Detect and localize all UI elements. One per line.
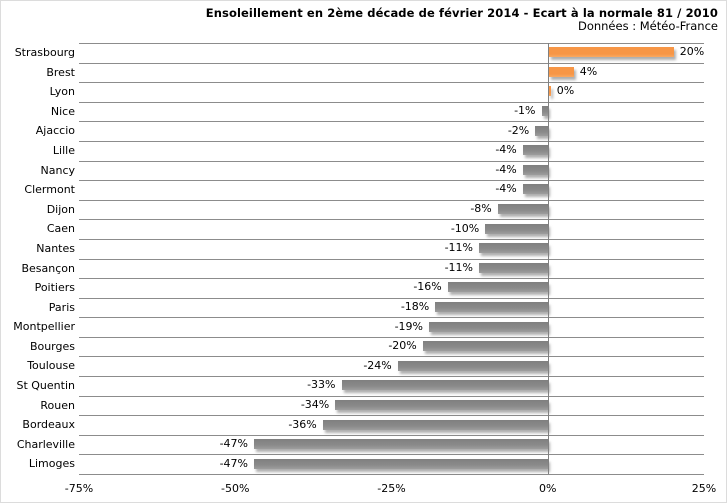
value-label-caen: -10%	[450, 221, 480, 235]
gridline	[79, 82, 704, 84]
value-label-clermont: -4%	[495, 182, 517, 196]
category-label-poitiers: Poitiers	[34, 281, 75, 295]
bar-charleville	[254, 439, 548, 450]
gridline	[79, 219, 704, 221]
bar-brest	[548, 66, 574, 77]
bar-nice	[541, 106, 548, 117]
chart-header: Ensoleillement en 2ème décade de février…	[206, 6, 718, 33]
gridline	[79, 415, 704, 417]
gridline	[79, 395, 704, 397]
category-label-toulouse: Toulouse	[27, 359, 75, 373]
gridline	[79, 376, 704, 378]
bar-nantes	[479, 243, 548, 254]
value-label-besan-on: -11%	[444, 260, 473, 274]
zero-axis-line	[548, 43, 549, 474]
value-label-lyon: 0%	[556, 84, 575, 98]
x-tick-25: 25%	[691, 482, 717, 495]
category-label-st-quentin: St Quentin	[16, 379, 75, 393]
category-label-montpellier: Montpellier	[13, 320, 75, 334]
bar-rouen	[335, 399, 548, 410]
value-label-bordeaux: -36%	[288, 417, 317, 431]
value-label-bourges: -20%	[388, 339, 417, 353]
category-label-ajaccio: Ajaccio	[35, 124, 75, 138]
category-label-rouen: Rouen	[40, 398, 75, 412]
value-label-charleville: -47%	[219, 437, 248, 451]
category-label-nantes: Nantes	[36, 241, 75, 255]
value-label-brest: 4%	[579, 64, 598, 78]
bar-limoges	[254, 458, 548, 469]
category-label-strasbourg: Strasbourg	[14, 46, 75, 59]
value-label-lille: -4%	[495, 143, 517, 157]
chart-subtitle: Données : Météo-France	[577, 19, 718, 33]
gridline	[79, 160, 704, 162]
bar-nancy	[522, 164, 548, 175]
bar-toulouse	[397, 360, 548, 371]
category-label-caen: Caen	[46, 222, 75, 236]
value-label-nancy: -4%	[495, 162, 517, 176]
x-tick-0: 0%	[539, 482, 557, 495]
value-label-dijon: -8%	[470, 202, 492, 216]
gridline	[79, 278, 704, 280]
gridline	[79, 180, 704, 182]
bar-montpellier	[429, 321, 548, 332]
bar-ajaccio	[535, 125, 548, 136]
gridline	[79, 199, 704, 201]
category-label-lyon: Lyon	[49, 85, 75, 99]
chart-title: Ensoleillement en 2ème décade de février…	[205, 6, 718, 20]
bar-clermont	[522, 184, 548, 195]
bar-strasbourg	[548, 47, 674, 58]
x-tick--25: -25%	[377, 482, 406, 495]
value-label-nice: -1%	[514, 104, 536, 118]
value-label-paris: -18%	[400, 299, 430, 313]
gridline	[79, 62, 704, 64]
gridline	[79, 258, 704, 260]
value-label-limoges: -47%	[219, 456, 248, 470]
bar-lille	[522, 145, 548, 156]
gridline	[79, 356, 704, 358]
bar-paris	[435, 301, 548, 312]
gridline	[79, 238, 704, 240]
value-label-poitiers: -16%	[413, 280, 442, 294]
bar-caen	[485, 223, 548, 234]
x-tick--50: -50%	[221, 482, 250, 495]
gridline	[79, 317, 704, 319]
category-label-nice: Nice	[50, 104, 75, 118]
category-label-lille: Lille	[52, 143, 75, 157]
category-label-clermont: Clermont	[24, 183, 75, 197]
gridline	[79, 454, 704, 456]
value-label-st-quentin: -33%	[307, 378, 336, 392]
gridline	[79, 297, 704, 299]
bar-poitiers	[447, 282, 548, 293]
gridline	[79, 101, 704, 103]
value-label-rouen: -34%	[300, 397, 330, 411]
bar-bordeaux	[322, 419, 548, 430]
gridline	[79, 140, 704, 142]
bar-dijon	[497, 204, 548, 215]
bar-lyon	[548, 86, 551, 97]
value-label-nantes: -11%	[444, 241, 473, 255]
value-label-ajaccio: -2%	[507, 123, 530, 137]
gridline	[79, 43, 704, 44]
category-label-brest: Brest	[46, 65, 75, 79]
gridline	[79, 474, 704, 475]
category-label-nancy: Nancy	[40, 163, 76, 177]
category-label-limoges: Limoges	[28, 457, 75, 471]
bar-besan-on	[479, 262, 548, 273]
category-label-bourges: Bourges	[29, 339, 75, 353]
gridline	[79, 336, 704, 338]
category-label-bordeaux: Bordeaux	[22, 418, 75, 432]
category-label-charleville: Charleville	[16, 437, 75, 451]
value-label-montpellier: -19%	[394, 319, 423, 333]
category-label-dijon: Dijon	[46, 202, 75, 216]
bar-st-quentin	[341, 380, 548, 391]
gridline	[79, 121, 704, 123]
bar-bourges	[422, 341, 548, 352]
x-tick--75: -75%	[64, 482, 94, 495]
category-label-besan-on: Besançon	[21, 261, 75, 275]
value-label-toulouse: -24%	[363, 358, 392, 372]
category-label-paris: Paris	[48, 300, 75, 314]
value-label-strasbourg: 20%	[679, 45, 705, 59]
gridline	[79, 434, 704, 436]
